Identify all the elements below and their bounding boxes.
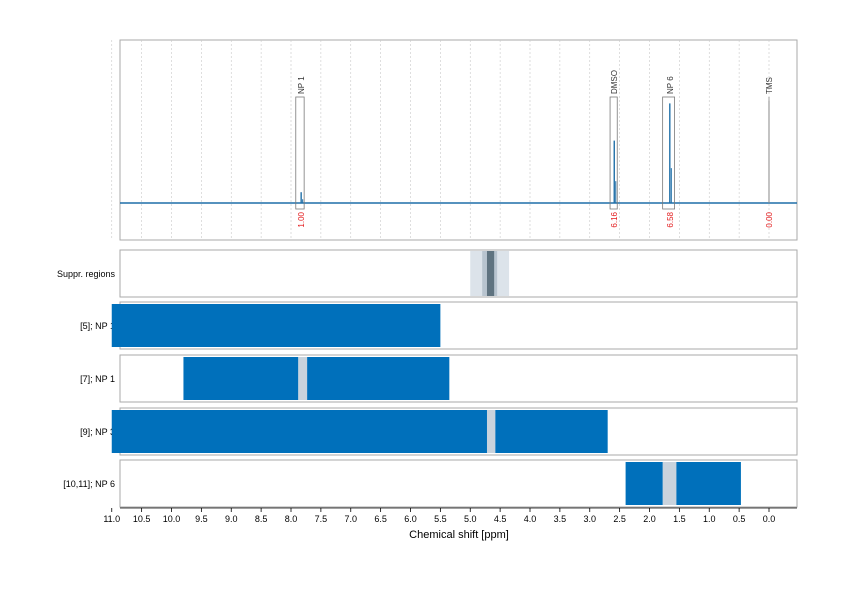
x-tick-label: 0.0 [763, 514, 776, 524]
x-tick-label: 9.5 [195, 514, 208, 524]
x-tick-label: 11.0 [103, 514, 120, 524]
x-tick-label: 10.0 [163, 514, 181, 524]
x-tick-label: 9.0 [225, 514, 238, 524]
peak-label: DMSO [610, 70, 619, 94]
region-segment [676, 462, 741, 505]
peak-integral: 0.00 [765, 211, 774, 227]
region-segment [111, 304, 441, 347]
peak-label: NP 1 [297, 76, 306, 94]
peak-label: TMS [765, 77, 774, 94]
x-tick-label: 6.0 [404, 514, 417, 524]
x-tick-label: 8.5 [255, 514, 268, 524]
x-tick-label: 3.0 [583, 514, 596, 524]
track-label: [10,11]; NP 6 [63, 479, 115, 489]
region-gap [298, 357, 308, 400]
peak-integral: 1.00 [297, 211, 306, 227]
x-tick-label: 4.5 [494, 514, 507, 524]
x-tick-label: 10.5 [133, 514, 151, 524]
spectrum-panel: NP 1 1.00 DMSO 6.16 NP 6 6.58 TMS 0.00 [111, 39, 798, 241]
x-tick-label: 3.5 [554, 514, 567, 524]
peak-range-box [662, 96, 675, 210]
track-label: [7]; NP 1 [80, 374, 115, 384]
region-segment [625, 462, 663, 505]
peak-integral: 6.16 [610, 211, 619, 227]
x-tick-label: 5.0 [464, 514, 477, 524]
peak-range-box [295, 96, 305, 210]
region-segment [183, 357, 299, 400]
x-tick-label: 1.0 [703, 514, 716, 524]
region-segment [495, 410, 608, 453]
region-segment [111, 410, 487, 453]
x-tick-label: 7.0 [344, 514, 357, 524]
x-tick-label: 2.5 [613, 514, 626, 524]
x-tick-label: 7.5 [315, 514, 328, 524]
suppression-region [486, 251, 495, 296]
peak-range-box [609, 96, 618, 210]
x-tick-label: 1.5 [673, 514, 686, 524]
x-tick-label: 0.5 [733, 514, 746, 524]
region-tracks: Suppr. regions [5]; NP 1 [7]; NP 1 [9]; NP … [57, 249, 798, 508]
track-label: Suppr. regions [57, 269, 116, 279]
region-segment [307, 357, 450, 400]
track-label: [9]; NP 3 [80, 427, 115, 437]
x-tick-label: 6.5 [374, 514, 387, 524]
track-frame [119, 249, 798, 298]
x-tick-label: 8.0 [285, 514, 298, 524]
x-axis: 11.0 10.5 10.0 9.5 9.0 8.5 8.0 7.5 7.0 6.5 6.0 5.5 5… [103, 507, 797, 524]
x-tick-label: 5.5 [434, 514, 447, 524]
peak-integral: 6.58 [666, 211, 675, 227]
x-tick-label: 2.0 [643, 514, 656, 524]
region-gap [662, 462, 677, 505]
region-gap [486, 410, 496, 453]
peak-label: NP 6 [666, 76, 675, 94]
track-label: [5]; NP 1 [80, 321, 115, 331]
x-tick-label: 4.0 [524, 514, 537, 524]
x-axis-label: Chemical shift [ppm] [409, 529, 509, 541]
spectrum-frame [119, 39, 798, 241]
